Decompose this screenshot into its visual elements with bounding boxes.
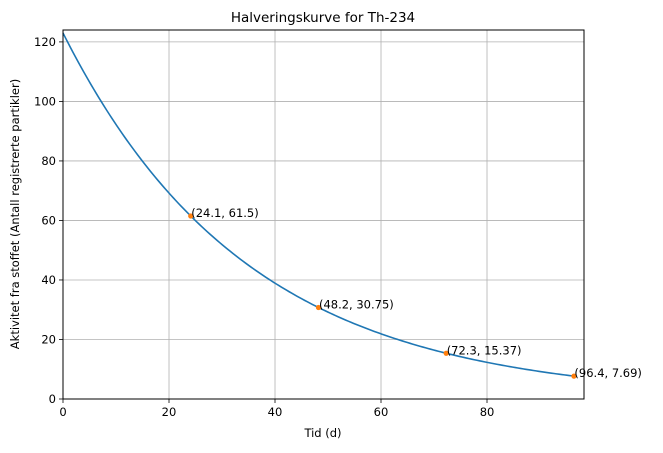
data-point-label: (48.2, 30.75) [319, 297, 394, 311]
data-point-label: (24.1, 61.5) [191, 206, 259, 220]
x-tick-label: 0 [59, 405, 66, 419]
x-tick-label: 60 [374, 405, 389, 419]
x-tick-label: 80 [480, 405, 495, 419]
chart-title: Halveringskurve for Th-234 [231, 10, 415, 26]
x-tick-label: 20 [162, 405, 177, 419]
series: (24.1, 61.5) (48.2, 30.75) (72.3, 15.37) (9… [62, 32, 642, 380]
y-tick-label: 120 [34, 35, 56, 49]
data-point-marker [188, 213, 194, 219]
data-point-label: (72.3, 15.37) [447, 343, 522, 357]
y-tick-label: 80 [41, 154, 56, 168]
y-tick-label: 60 [41, 213, 56, 227]
ticks: 0 20 40 60 80 0 20 40 60 80 100 120 [34, 35, 494, 419]
data-point-marker [315, 304, 322, 311]
y-tick-label: 100 [34, 94, 56, 108]
y-axis-label: Aktivitet fra stoffet (Antall registrert… [8, 79, 22, 349]
data-point-marker [571, 373, 577, 379]
y-tick-label: 40 [41, 273, 56, 287]
data-point-label: (96.4, 7.69) [574, 366, 642, 380]
y-tick-label: 0 [49, 392, 56, 406]
y-tick-label: 20 [41, 332, 56, 346]
x-axis-label: Tid (d) [303, 426, 341, 440]
decay-curve-line [62, 32, 578, 378]
x-tick-label: 40 [268, 405, 283, 419]
plot-frame [62, 29, 585, 400]
data-point-marker [443, 350, 449, 356]
